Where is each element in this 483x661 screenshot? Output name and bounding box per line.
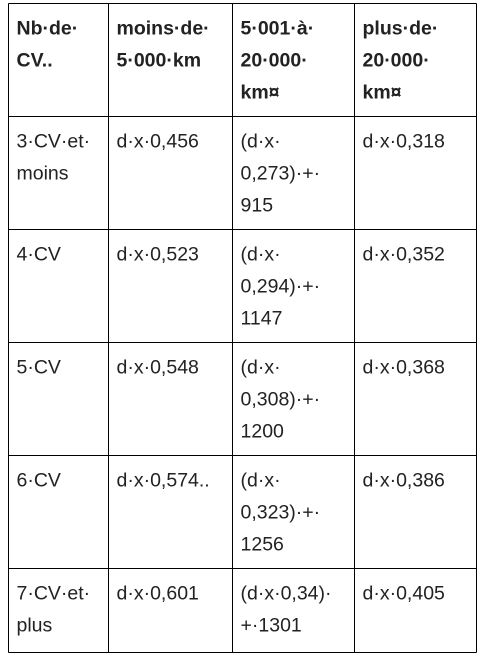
cell-text: (d·x· [241, 357, 281, 379]
cell-text: 1256 [241, 534, 284, 556]
cell-text: d·x·0,601 [117, 583, 199, 605]
header-text: 20·000· [363, 50, 430, 72]
header-text: 5·001·à· [241, 18, 315, 40]
header-text: km¤ [241, 82, 280, 104]
cell-text: d·x·0,405 [363, 583, 446, 605]
header-text: moins·de· [117, 18, 210, 40]
cell-text: d·x·0,574.. [117, 470, 210, 492]
header-text: Nb·de· [17, 18, 79, 40]
cell-text: plus [17, 615, 53, 637]
header-text: CV.. [17, 50, 53, 72]
cell-text: (d·x· [241, 470, 281, 492]
cell-text: d·x·0,523 [117, 244, 199, 266]
cell-text: d·x·0,548 [117, 357, 199, 379]
cell-text: d·x·0,456 [117, 131, 199, 153]
cell-text: 0,273)·+· [241, 163, 321, 185]
header-text: 20·000· [241, 50, 308, 72]
cell-text: 4·CV [17, 244, 61, 266]
cell-text: (d·x· [241, 131, 281, 153]
cell-text: 5·CV [17, 357, 61, 379]
cell-text: 7·CV·et· [17, 583, 91, 605]
cell-text: (d·x· [241, 244, 281, 266]
cell-text: d·x·0,352 [363, 244, 445, 266]
cell-text: d·x·0,368 [363, 357, 445, 379]
cell-text: d·x·0,318 [363, 131, 445, 153]
cell-text: 0,308)·+· [241, 389, 321, 411]
cell-text: d·x·0,386 [363, 470, 445, 492]
cell-text: (d·x·0,34)· [241, 583, 332, 605]
cell-text: moins [17, 163, 69, 185]
header-text: plus·de· [363, 18, 439, 40]
cell-text: 1200 [241, 421, 285, 443]
cell-text: 3·CV·et· [17, 131, 91, 153]
cell-text: 6·CV [17, 470, 61, 492]
header-text: km¤ [363, 82, 402, 104]
cell-text: +·1301 [241, 615, 302, 637]
header-text: 5·000·km [117, 50, 202, 72]
cell-text: 1147 [241, 308, 283, 330]
cell-text: 0,323)·+· [241, 502, 321, 524]
cell-text: 915 [241, 195, 274, 217]
cell-text: 0,294)·+· [241, 276, 321, 298]
